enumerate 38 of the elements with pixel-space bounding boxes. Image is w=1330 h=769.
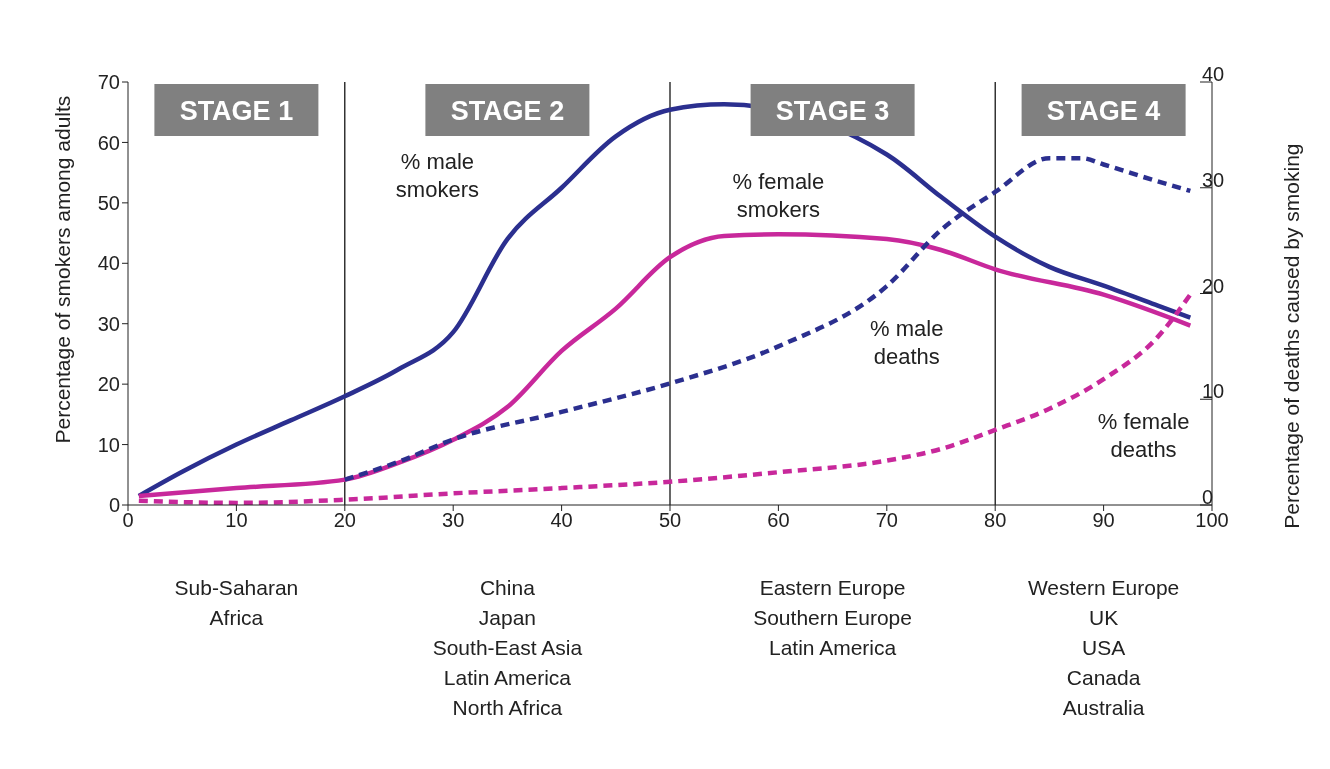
annotation: STAGE 3 <box>775 96 890 126</box>
x-tick-label: 100 <box>1195 509 1229 532</box>
annotation: STAGE 1 <box>179 96 294 126</box>
x-tick-label: 0 <box>122 509 134 532</box>
x-tick-label: 20 <box>333 509 356 532</box>
x-tick-label: 80 <box>984 509 1007 532</box>
x-tick-label: 70 <box>875 509 898 532</box>
y-tick-label: 60 <box>97 131 120 154</box>
y-tick-label: 10 <box>97 433 120 456</box>
x-tick-label: 60 <box>767 509 790 532</box>
y2-tick-label: 10 <box>1202 380 1225 403</box>
x-tick-label: 90 <box>1092 509 1115 532</box>
x-tick-label: 50 <box>658 509 682 532</box>
x-tick-label: 40 <box>550 509 573 532</box>
y-tick-label: 40 <box>97 252 120 275</box>
y-tick-label: 50 <box>97 191 120 214</box>
text: Western Europe UK USA Canada Australia <box>1027 576 1180 719</box>
y2-tick-label: 20 <box>1202 274 1225 297</box>
y2-tick-label: 0 <box>1202 486 1214 509</box>
y-axis-title: Percentage of smokers among adults <box>51 95 75 444</box>
y-tick-label: 30 <box>97 312 120 335</box>
annotation: STAGE 2 <box>450 96 565 126</box>
text: Eastern Europe Southern Europe Latin America <box>753 576 912 659</box>
y-tick-label: 20 <box>97 373 120 396</box>
x-tick-label: 10 <box>225 509 248 532</box>
y2-tick-label: 40 <box>1202 63 1225 86</box>
y2-tick-label: 30 <box>1202 168 1225 191</box>
text: % male smokers <box>395 149 479 203</box>
y-tick-label: 70 <box>97 71 120 94</box>
series-label: % female deaths <box>1097 409 1190 463</box>
y-tick-label: 0 <box>108 494 120 517</box>
x-tick-label: 30 <box>442 509 465 532</box>
text: Sub-Saharan Africa <box>174 576 299 629</box>
text: China Japan South-East Asia Latin America North Africa <box>432 576 583 719</box>
y2-axis-title: Percentage of deaths caused by smoking <box>1280 143 1304 529</box>
series-label: % male deaths <box>870 316 944 370</box>
annotation: STAGE 4 <box>1046 96 1161 126</box>
series-label: % female smokers <box>732 169 825 223</box>
